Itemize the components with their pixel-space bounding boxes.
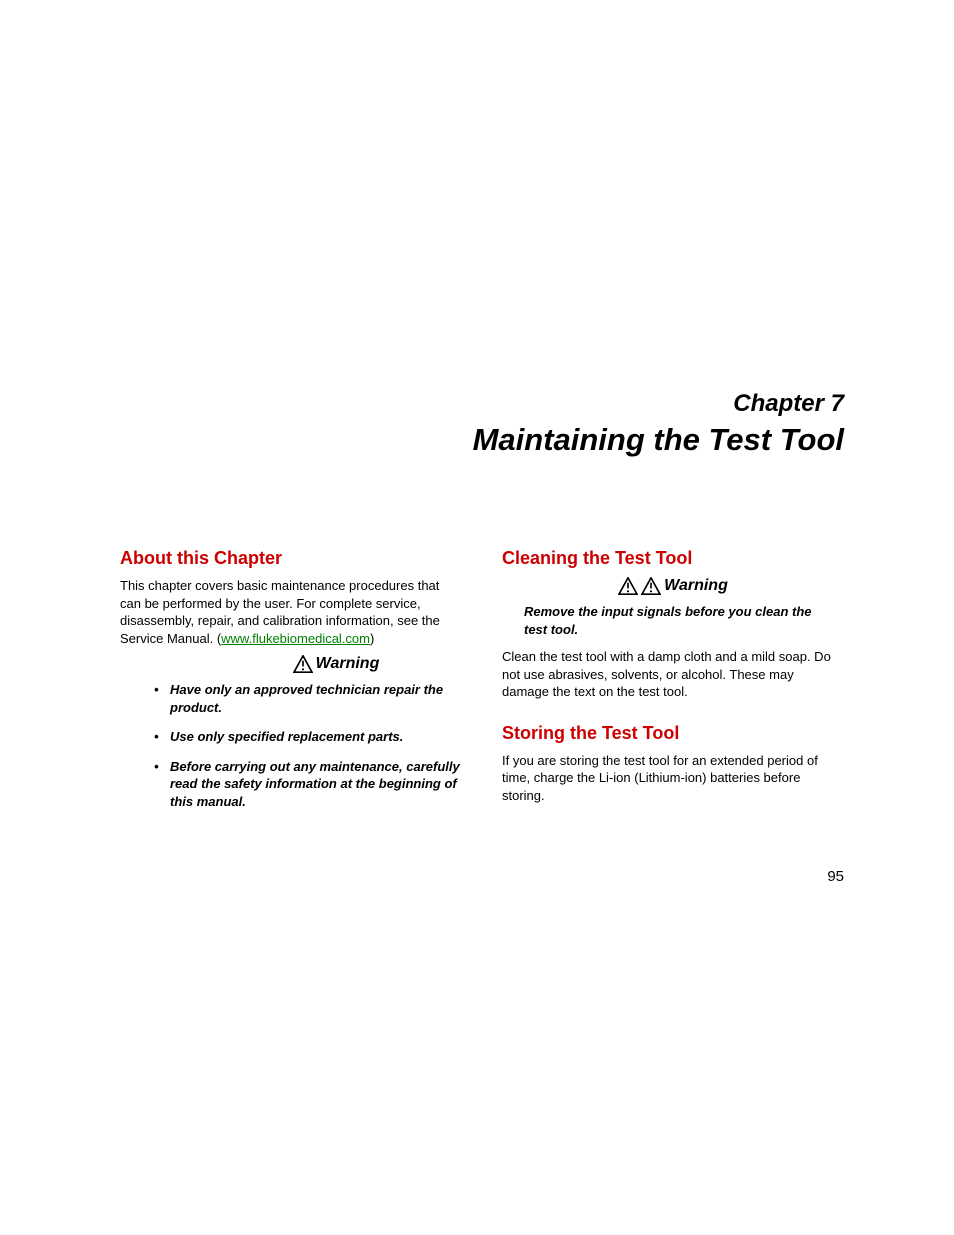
service-manual-link[interactable]: www.flukebiomedical.com bbox=[221, 631, 370, 646]
storing-body: If you are storing the test tool for an … bbox=[502, 752, 844, 805]
page-number: 95 bbox=[827, 868, 844, 885]
content-columns: About this Chapter This chapter covers b… bbox=[120, 548, 844, 822]
chapter-title: Maintaining the Test Tool bbox=[120, 422, 844, 458]
bullet-item: Have only an approved technician repair … bbox=[154, 681, 462, 716]
right-column: Cleaning the Test Tool Warning Remove th… bbox=[502, 548, 844, 822]
warning-label-right: Warning bbox=[664, 577, 728, 595]
storing-heading: Storing the Test Tool bbox=[502, 723, 844, 744]
warning-triangle-icon bbox=[293, 655, 313, 673]
left-column: About this Chapter This chapter covers b… bbox=[120, 548, 462, 822]
warning-label-left: Warning bbox=[316, 655, 380, 673]
cleaning-heading: Cleaning the Test Tool bbox=[502, 548, 844, 569]
warning-bullets: Have only an approved technician repair … bbox=[120, 681, 462, 810]
about-heading: About this Chapter bbox=[120, 548, 462, 569]
about-intro-post: ) bbox=[370, 631, 374, 646]
cleaning-body: Clean the test tool with a damp cloth an… bbox=[502, 648, 844, 701]
bullet-item: Use only specified replacement parts. bbox=[154, 728, 462, 746]
cleaning-warning-text: Remove the input signals before you clea… bbox=[502, 603, 844, 638]
warning-header-left: Warning bbox=[210, 655, 462, 673]
warning-triangle-icon bbox=[618, 577, 638, 595]
warning-triangle-icon bbox=[641, 577, 661, 595]
bullet-item: Before carrying out any maintenance, car… bbox=[154, 758, 462, 811]
chapter-header: Chapter 7 Maintaining the Test Tool bbox=[120, 390, 844, 458]
warning-header-right: Warning bbox=[502, 577, 844, 595]
about-intro: This chapter covers basic maintenance pr… bbox=[120, 577, 462, 647]
chapter-label: Chapter 7 bbox=[120, 390, 844, 418]
page-container: Chapter 7 Maintaining the Test Tool Abou… bbox=[0, 0, 954, 1235]
